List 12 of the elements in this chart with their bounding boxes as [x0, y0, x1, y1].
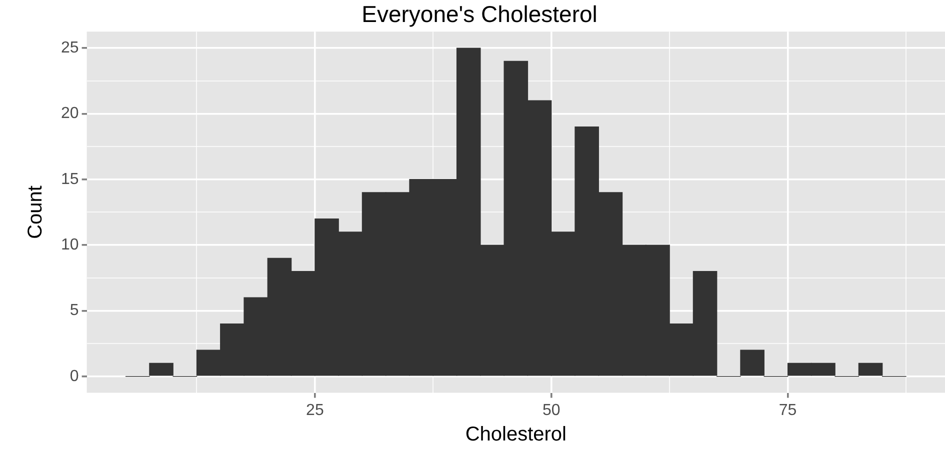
y-tick-label: 15 [61, 170, 79, 188]
chart-title: Everyone's Cholesterol [362, 1, 598, 28]
x-tick-label: 50 [542, 402, 560, 419]
x-tick-label: 75 [778, 402, 797, 419]
y-tick-label: 25 [61, 39, 79, 56]
y-tick-label: 10 [61, 236, 79, 254]
y-axis-title: Count [24, 185, 47, 239]
y-tick-label: 20 [61, 105, 79, 122]
x-tick-label: 25 [306, 402, 324, 419]
x-axis-title: Cholesterol [465, 424, 566, 446]
y-tick-label: 5 [70, 302, 79, 320]
y-tick-label: 0 [70, 368, 79, 385]
